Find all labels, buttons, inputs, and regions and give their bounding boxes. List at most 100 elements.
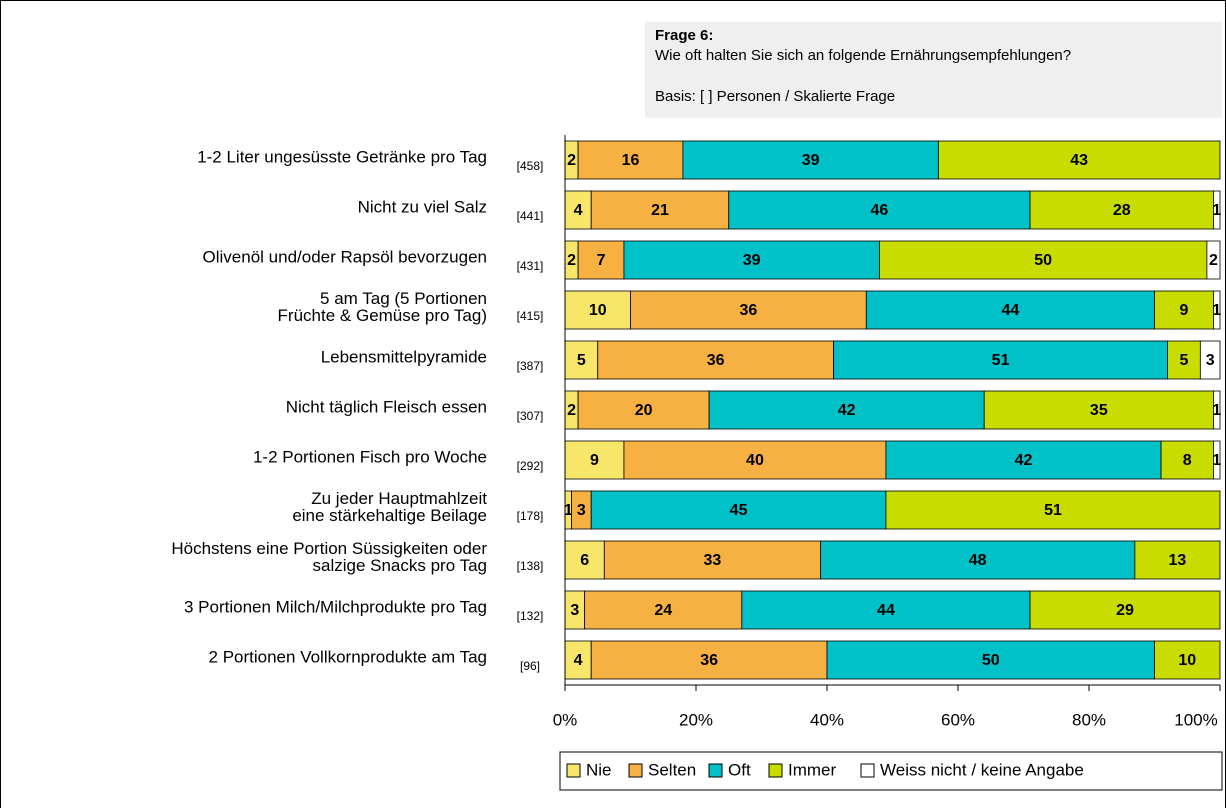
info-box bbox=[645, 22, 1222, 118]
legend-label: Oft bbox=[728, 760, 751, 779]
count-label: [132] bbox=[517, 609, 544, 623]
value-label: 39 bbox=[802, 152, 820, 169]
value-label: 3 bbox=[570, 602, 579, 619]
bar-segment bbox=[564, 540, 605, 580]
bar-segment bbox=[564, 440, 625, 480]
bar-segment bbox=[1213, 190, 1221, 230]
bar-segment bbox=[623, 240, 880, 280]
value-label: 2 bbox=[1209, 252, 1218, 269]
legend-swatch bbox=[628, 763, 643, 778]
count-label: [387] bbox=[517, 359, 544, 373]
legend-swatch bbox=[768, 763, 783, 778]
value-label: 10 bbox=[589, 302, 607, 319]
value-label: 50 bbox=[1034, 252, 1052, 269]
category-label: Olivenöl und/oder Rapsöl bevorzugen bbox=[203, 247, 487, 266]
value-label: 33 bbox=[703, 552, 721, 569]
bar-segment bbox=[1167, 340, 1201, 380]
value-label: 29 bbox=[1116, 602, 1134, 619]
bar-segment bbox=[564, 340, 599, 380]
count-label: [307] bbox=[517, 409, 544, 423]
legend-label: Selten bbox=[648, 760, 696, 779]
value-label: 1 bbox=[1212, 202, 1221, 219]
legend-label: Weiss nicht / keine Angabe bbox=[880, 760, 1084, 779]
legend-label: Immer bbox=[788, 760, 837, 779]
bar-segment bbox=[741, 590, 1031, 630]
category-label: Höchstens eine Portion Süssigkeiten oder bbox=[171, 539, 487, 558]
bar-segment bbox=[1213, 290, 1221, 330]
value-label: 1 bbox=[1212, 452, 1221, 469]
legend bbox=[559, 751, 1223, 791]
value-label: 44 bbox=[877, 602, 895, 619]
bar-segment bbox=[865, 290, 1155, 330]
bar-segment bbox=[879, 240, 1208, 280]
legend-swatch bbox=[566, 763, 581, 778]
value-label: 1 bbox=[1212, 402, 1221, 419]
category-label: Nicht täglich Fleisch essen bbox=[286, 397, 487, 416]
count-label: [292] bbox=[517, 459, 544, 473]
bar-segment bbox=[1213, 440, 1221, 480]
value-label: 2 bbox=[567, 152, 576, 169]
bar-segment bbox=[682, 140, 939, 180]
value-label: 3 bbox=[1206, 352, 1215, 369]
value-label: 2 bbox=[567, 402, 576, 419]
category-label: 2 Portionen Vollkornprodukte am Tag bbox=[209, 647, 487, 666]
value-label: 7 bbox=[597, 252, 606, 269]
bar-segment bbox=[564, 190, 592, 230]
value-label: 51 bbox=[1044, 502, 1062, 519]
bar-segment bbox=[1029, 590, 1221, 630]
x-tick-label: 60% bbox=[941, 710, 975, 729]
value-label: 46 bbox=[871, 202, 889, 219]
value-label: 42 bbox=[838, 402, 856, 419]
value-label: 10 bbox=[1178, 652, 1196, 669]
value-label: 44 bbox=[1002, 302, 1020, 319]
x-tick-label: 20% bbox=[679, 710, 713, 729]
value-label: 20 bbox=[635, 402, 653, 419]
value-label: 21 bbox=[651, 202, 669, 219]
bar-segment bbox=[597, 340, 834, 380]
count-label: [138] bbox=[517, 559, 544, 573]
category-label: eine stärkehaltige Beilage bbox=[292, 506, 487, 525]
question-text: Wie oft halten Sie sich an folgende Ernä… bbox=[655, 47, 1071, 64]
bar-segment bbox=[708, 390, 985, 430]
value-label: 9 bbox=[1180, 302, 1189, 319]
value-label: 50 bbox=[982, 652, 1000, 669]
value-label: 40 bbox=[746, 452, 764, 469]
value-label: 51 bbox=[992, 352, 1010, 369]
legend-swatch bbox=[860, 763, 875, 778]
bar-segment bbox=[603, 540, 821, 580]
count-label: [441] bbox=[517, 209, 544, 223]
category-label: 5 am Tag (5 Portionen bbox=[320, 289, 487, 308]
value-label: 28 bbox=[1113, 202, 1131, 219]
bar-segment bbox=[590, 490, 887, 530]
value-label: 3 bbox=[577, 502, 586, 519]
value-label: 8 bbox=[1183, 452, 1192, 469]
value-label: 6 bbox=[580, 552, 589, 569]
bar-segment bbox=[623, 440, 887, 480]
count-label: [178] bbox=[517, 509, 544, 523]
value-label: 4 bbox=[574, 202, 583, 219]
count-label: [415] bbox=[517, 309, 544, 323]
bar-segment bbox=[577, 140, 684, 180]
bar-segment bbox=[1213, 390, 1221, 430]
category-label: 3 Portionen Milch/Milchprodukte pro Tag bbox=[184, 597, 487, 616]
x-tick-label: 100% bbox=[1174, 710, 1217, 729]
bar-segment bbox=[937, 140, 1221, 180]
value-label: 5 bbox=[1180, 352, 1189, 369]
bar-segment bbox=[1154, 640, 1221, 680]
category-label: Zu jeder Hauptmahlzeit bbox=[311, 489, 487, 508]
value-label: 13 bbox=[1169, 552, 1187, 569]
legend-label: Nie bbox=[586, 760, 612, 779]
value-label: 1 bbox=[564, 502, 573, 519]
value-label: 1 bbox=[1212, 302, 1221, 319]
category-label: 1-2 Liter ungesüsste Getränke pro Tag bbox=[197, 147, 487, 166]
bar-segment bbox=[584, 590, 743, 630]
value-label: 36 bbox=[700, 652, 718, 669]
category-label: Nicht zu viel Salz bbox=[358, 197, 487, 216]
basis: Basis: [ ] Personen / Skalierte Frage bbox=[655, 88, 895, 105]
bar-segment bbox=[1154, 290, 1214, 330]
value-label: 9 bbox=[590, 452, 599, 469]
category-label: salzige Snacks pro Tag bbox=[312, 556, 487, 575]
bar-segment bbox=[1160, 440, 1214, 480]
bar-segment bbox=[590, 190, 730, 230]
